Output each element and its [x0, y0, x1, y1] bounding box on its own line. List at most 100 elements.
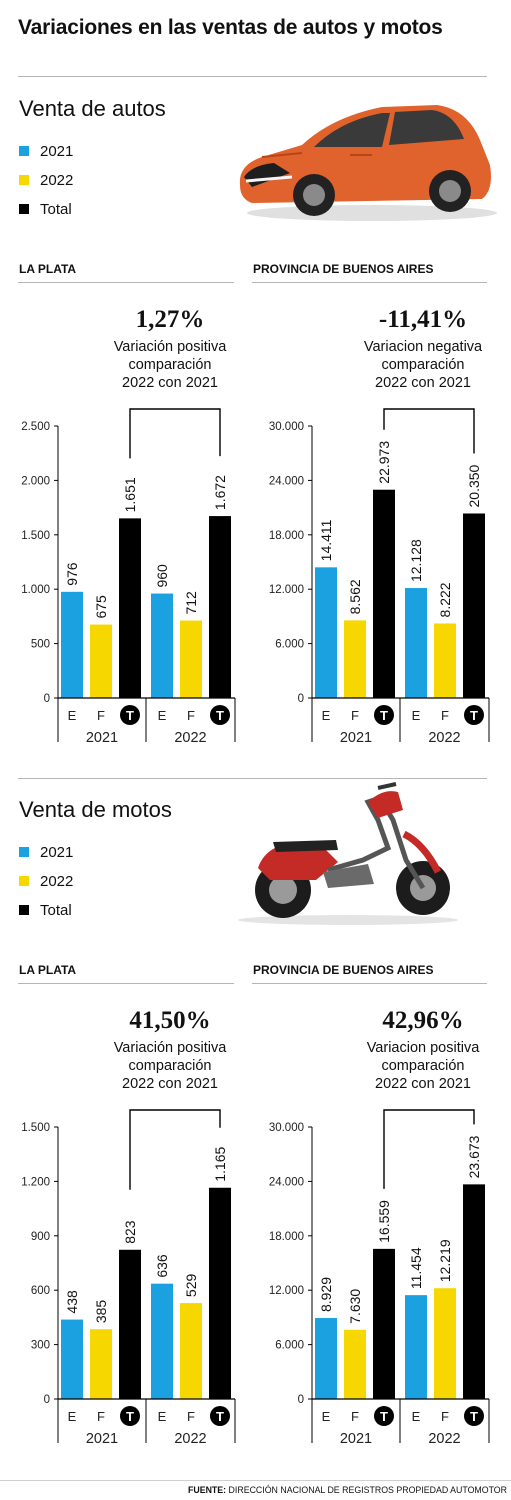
source-text: DIRECCIÓN NACIONAL DE REGISTROS PROPIEDA…: [228, 1485, 507, 1495]
bar-value-label: 823: [122, 1220, 138, 1244]
total-badge: [120, 705, 140, 725]
motos-provincia-note-1: Variacion positiva: [366, 1040, 480, 1056]
bar-category-label: E: [412, 1409, 421, 1424]
y-tick-label: 1.200: [21, 1176, 50, 1188]
bar-category-label: T: [380, 1409, 388, 1424]
y-tick-label: 0: [44, 1394, 50, 1406]
legend-label-2021: 2021: [40, 843, 74, 861]
autos-la-plata-chart: 0 500 1.000 1.500 2.000 2.500 976 E 675 F 1.651 T 96…: [21, 408, 236, 746]
legend-label-2022: 2022: [40, 171, 74, 189]
bar-category-label: F: [187, 708, 195, 723]
y-tick-label: 18.000: [269, 530, 304, 542]
bar-category-label: E: [412, 708, 421, 723]
bar-category-label: F: [441, 708, 449, 723]
bar-category-label: T: [470, 708, 478, 723]
bar-category-label: E: [322, 708, 331, 723]
group-label: 2021: [340, 1431, 372, 1447]
bar-category-label: E: [68, 708, 77, 723]
bar-category-label: F: [97, 1409, 105, 1424]
motos-provincia-pct: 42,96%: [382, 1007, 464, 1034]
total-badge: [210, 1406, 230, 1426]
total-badge: [120, 1406, 140, 1426]
bar-value-label: 14.411: [318, 519, 334, 561]
bar: [119, 1249, 141, 1399]
bar-value-label: 7.630: [347, 1289, 363, 1324]
bar-value-label: 11.454: [408, 1247, 424, 1289]
bar: [180, 1303, 202, 1399]
bar: [373, 489, 395, 698]
bar: [90, 1329, 112, 1399]
source-note: FUENTE: DIRECCIÓN NACIONAL DE REGISTROS …: [188, 1485, 507, 1495]
group-label: 2021: [340, 730, 372, 746]
autos-provincia-pct: -11,41%: [378, 306, 468, 333]
bar-value-label: 636: [154, 1254, 170, 1278]
comparison-bracket: [383, 408, 475, 454]
legend-swatch-total: [19, 204, 29, 214]
bar: [315, 1318, 337, 1399]
y-tick-label: 900: [31, 1231, 50, 1243]
legend-label-total: Total: [40, 901, 72, 919]
bar-value-label: 23.673: [466, 1135, 482, 1178]
y-tick-label: 0: [298, 1394, 304, 1406]
bar-category-label: F: [187, 1409, 195, 1424]
motos-heading: Venta de motos: [19, 797, 172, 822]
autos-la-plata-note-1: Variación positiva: [113, 339, 227, 355]
bar-value-label: 22.973: [376, 441, 392, 484]
y-tick-label: 2.500: [21, 421, 50, 433]
bar-value-label: 1.651: [122, 477, 138, 512]
bar-value-label: 529: [183, 1274, 199, 1298]
y-tick-label: 1.500: [21, 1122, 50, 1134]
motorcycle-photo: [238, 782, 458, 925]
legend-swatch-2021: [19, 847, 29, 857]
bar-value-label: 675: [93, 595, 109, 619]
bar-category-label: T: [126, 708, 134, 723]
bar: [315, 567, 337, 698]
motos-la-plata-region: LA PLATA: [19, 963, 77, 977]
total-badge: [464, 705, 484, 725]
autos-la-plata-note-2: comparación: [128, 357, 212, 373]
bar-value-label: 8.222: [437, 582, 453, 617]
bar-category-label: T: [470, 1409, 478, 1424]
group-label: 2021: [86, 730, 118, 746]
legend-swatch-2022: [19, 876, 29, 886]
motos-provincia-note-3: 2022 con 2021: [375, 1076, 471, 1092]
autos-provincia-rule: [252, 282, 487, 283]
autos-la-plata-pct: 1,27%: [135, 306, 205, 333]
bar-category-label: E: [322, 1409, 331, 1424]
total-badge: [374, 1406, 394, 1426]
bar-category-label: F: [351, 708, 359, 723]
motos-legend-total: Total: [19, 900, 72, 920]
bar-category-label: E: [158, 708, 167, 723]
bar: [151, 1283, 173, 1399]
autos-legend-total: Total: [19, 199, 72, 219]
bar: [405, 588, 427, 698]
motos-provincia-chart: 0 6.000 12.000 18.000 24.000 30.000 8.929 E 7.63…: [269, 1109, 490, 1447]
bar-value-label: 976: [64, 562, 80, 586]
y-tick-label: 30.000: [269, 421, 304, 433]
autos-la-plata-region: LA PLATA: [19, 262, 77, 276]
y-tick-label: 0: [44, 693, 50, 705]
bar: [405, 1295, 427, 1399]
motos-la-plata-note-3: 2022 con 2021: [122, 1076, 218, 1092]
bar-value-label: 8.562: [347, 579, 363, 614]
bar: [209, 516, 231, 698]
bar-value-label: 20.350: [466, 464, 482, 507]
motos-la-plata-pct: 41,50%: [129, 1007, 211, 1034]
bar: [180, 620, 202, 698]
bar: [151, 593, 173, 698]
y-tick-label: 0: [298, 693, 304, 705]
bar-value-label: 12.219: [437, 1239, 453, 1282]
bar-value-label: 1.672: [212, 475, 228, 510]
y-tick-label: 600: [31, 1285, 50, 1297]
bar: [463, 513, 485, 698]
motos-provincia-rule: [252, 983, 487, 984]
motos-provincia-note-2: comparación: [381, 1058, 465, 1074]
autos-provincia-note-2: comparación: [381, 357, 465, 373]
y-tick-label: 12.000: [269, 584, 304, 596]
bar-category-label: F: [441, 1409, 449, 1424]
y-tick-label: 24.000: [269, 475, 304, 487]
title-divider: [18, 76, 487, 77]
legend-swatch-2022: [19, 175, 29, 185]
bar-value-label: 712: [183, 591, 199, 615]
bar: [344, 620, 366, 698]
